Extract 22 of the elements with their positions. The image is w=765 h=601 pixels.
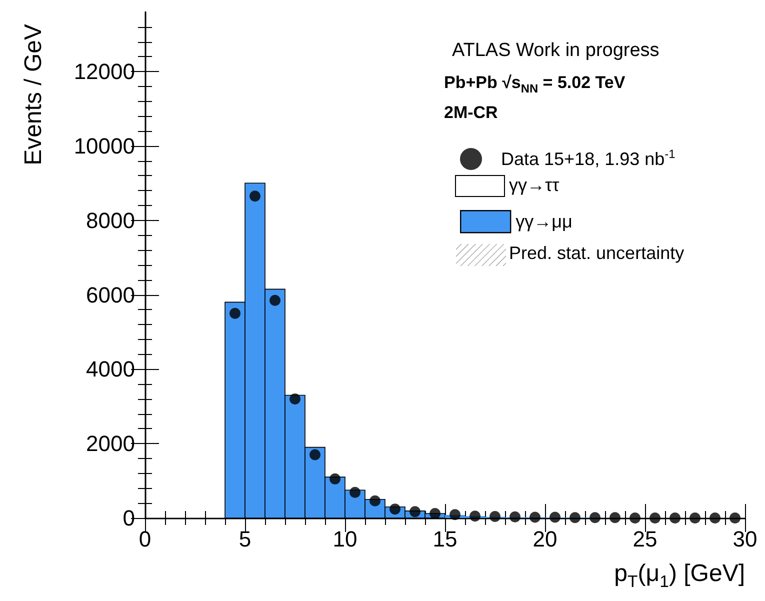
x-tick-label: 5: [238, 526, 252, 552]
x-tick-label: 25: [632, 526, 658, 552]
x-tick-label: 30: [732, 526, 758, 552]
x-tick-label: 10: [332, 526, 358, 552]
annotation: γγ→ττ: [509, 175, 560, 196]
legend-label: γγ→μμ: [516, 212, 572, 232]
annotation: Pred. stat. uncertainty: [509, 243, 684, 264]
y-axis-title: Events / GeV: [20, 24, 48, 168]
annotation: Pb+Pb √s$_{NN}$ = 5.02 TeV: [444, 73, 626, 96]
y-tick-label: 12000: [74, 59, 135, 84]
y-tick-label: 10000: [74, 133, 135, 158]
y-tick-label: 2000: [86, 431, 135, 456]
x-axis-title: p$_{T}$(μ$_{1}$) [GeV]: [614, 560, 745, 592]
x-tick-label: 0: [138, 526, 152, 552]
x-tick-label: 15: [432, 526, 458, 552]
y-tick-label: 8000: [86, 208, 135, 233]
annotation: 2M-CR: [444, 103, 498, 123]
y-tick-label: 6000: [86, 282, 135, 308]
x-tick-label: 20: [532, 526, 558, 552]
y-tick-label: 4000: [86, 356, 135, 382]
annotation: ATLAS Work in progress: [452, 40, 660, 62]
y-tick-label: 0: [122, 506, 135, 530]
